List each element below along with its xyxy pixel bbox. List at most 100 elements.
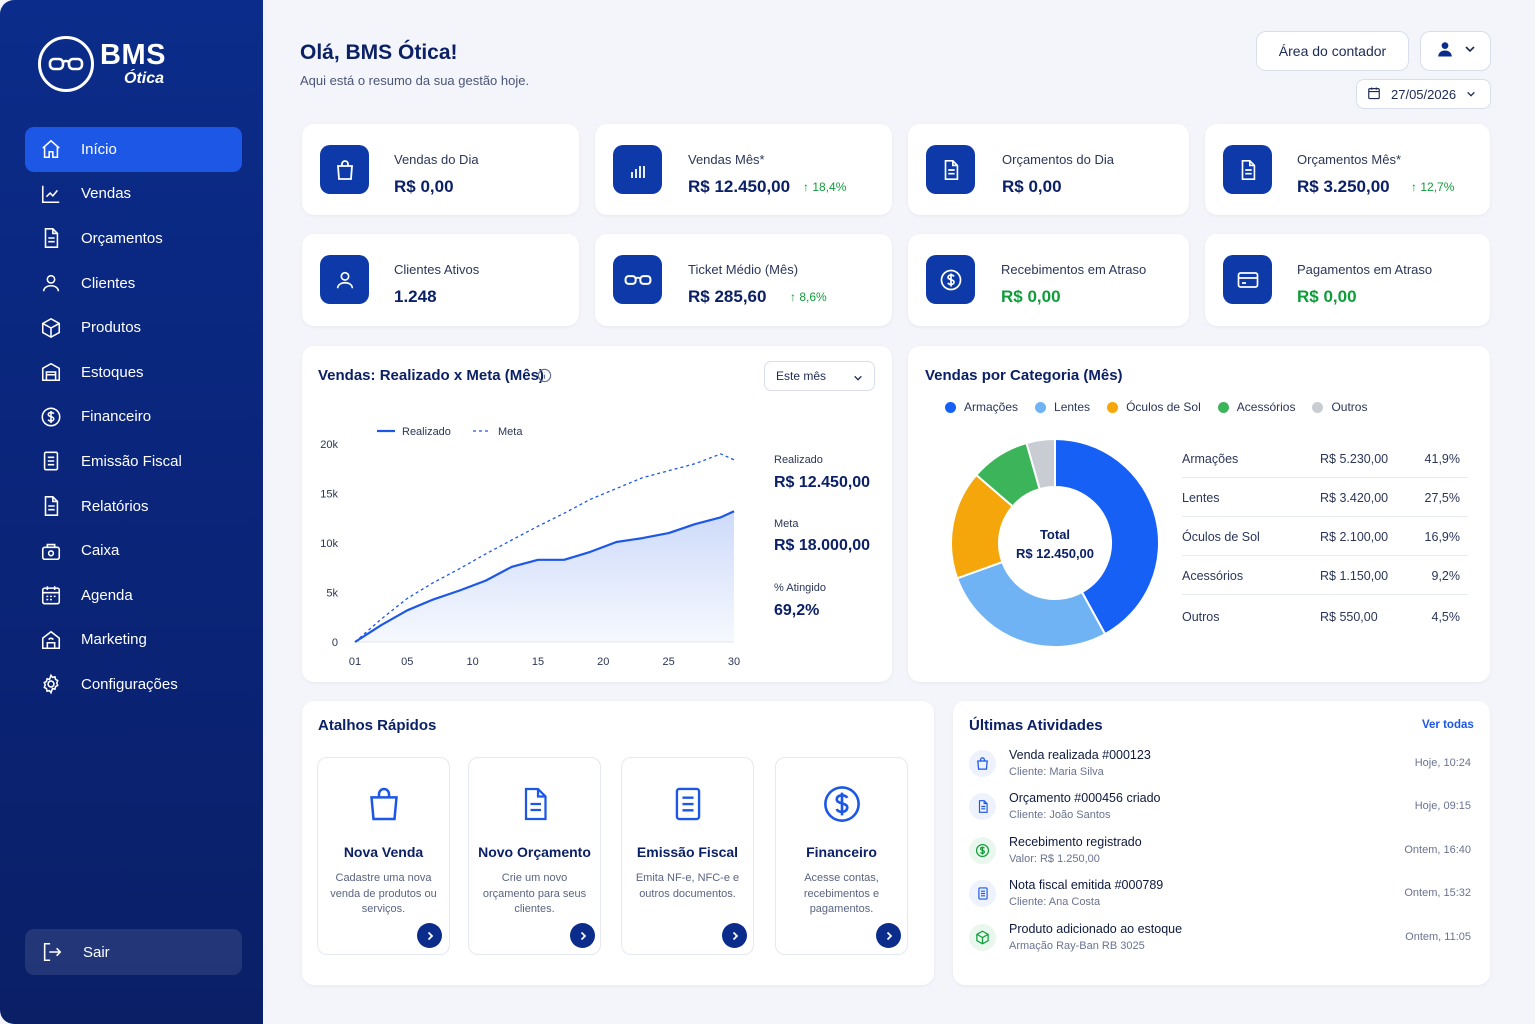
sidebar-item-marketing[interactable]: Marketing <box>25 618 242 663</box>
sidebar-item-label: Marketing <box>81 631 147 649</box>
date-picker[interactable]: 27/05/2026 <box>1356 79 1491 109</box>
summary-value-atingido: 69,2% <box>774 602 820 619</box>
activity-item[interactable]: Produto adicionado ao estoque Armação Ra… <box>969 922 1471 966</box>
activity-item[interactable]: Orçamento #000456 criado Cliente: João S… <box>969 791 1471 835</box>
legend-realizado-label: Realizado <box>402 426 451 438</box>
chevron-right-icon[interactable] <box>417 923 442 948</box>
kpi-card-vendas-mes[interactable]: Vendas Mês* R$ 12.450,00 ↑ 18,4% <box>595 124 892 215</box>
sidebar-item-produtos[interactable]: Produtos <box>25 305 242 350</box>
dollar-icon <box>39 405 63 429</box>
sidebar-nav: Início Vendas Orçamentos Clientes Produt… <box>25 127 242 707</box>
summary-value-meta: R$ 18.000,00 <box>774 537 871 554</box>
activity-time: Hoje, 09:15 <box>1414 800 1471 812</box>
dollar-icon <box>926 255 975 304</box>
chevron-right-icon[interactable] <box>570 923 595 948</box>
report-icon <box>39 494 63 518</box>
category-donut-chart <box>950 437 1160 648</box>
document-icon <box>1223 145 1272 194</box>
chevron-right-icon[interactable] <box>722 923 747 948</box>
kpi-value: R$ 0,00 <box>394 177 454 196</box>
arrow-up-icon: ↑ <box>1411 180 1421 194</box>
x-tick-label: 05 <box>401 656 413 668</box>
cashier-icon <box>39 539 63 563</box>
box-icon <box>39 316 63 340</box>
sidebar-item-estoques[interactable]: Estoques <box>25 350 242 395</box>
kpi-value: R$ 12.450,00 <box>688 177 791 196</box>
kpi-card-vendas-dia[interactable]: Vendas do Dia R$ 0,00 <box>302 124 579 215</box>
credit-card-icon <box>1223 255 1272 304</box>
brand-logo: BMS Ótica <box>38 36 166 92</box>
y-tick-label: 5k <box>326 588 338 600</box>
user-icon <box>1436 40 1454 63</box>
sidebar-item-vendas[interactable]: Vendas <box>25 172 242 217</box>
y-tick-label: 20k <box>320 439 338 451</box>
donut-slice-2 <box>955 560 1107 648</box>
sidebar-item-label: Caixa <box>81 542 120 560</box>
sidebar-item-clientes[interactable]: Clientes <box>25 261 242 306</box>
shortcut-nova-venda[interactable]: Nova Venda Cadastre uma nova venda de pr… <box>317 757 450 955</box>
sidebar-item-inicio[interactable]: Início <box>25 127 242 172</box>
sidebar-item-label: Início <box>81 140 117 158</box>
sidebar-item-label: Vendas <box>81 185 132 203</box>
kpi-card-orcamentos-mes[interactable]: Orçamentos Mês* R$ 3.250,00 ↑ 12,7% <box>1205 124 1490 215</box>
chevron-down-icon <box>1466 87 1476 102</box>
kpi-card-pagamentos-atraso[interactable]: Pagamentos em Atraso R$ 0,00 <box>1205 234 1490 326</box>
accountant-area-button[interactable]: Área do contador <box>1256 31 1409 71</box>
shortcut-novo-orcamento[interactable]: Novo Orçamento Crie um novo orçamento pa… <box>468 757 601 955</box>
category-row: Outros R$ 550,00 4,5% <box>1182 610 1460 624</box>
gear-icon <box>39 672 63 696</box>
activity-title: Recebimento registrado <box>1009 835 1142 849</box>
shortcuts-title: Atalhos Rápidos <box>318 717 437 734</box>
see-all-link[interactable]: Ver todas <box>1422 719 1474 731</box>
sidebar-item-emissao-fiscal[interactable]: Emissão Fiscal <box>25 439 242 484</box>
kpi-trend: ↑ 12,7% <box>1411 180 1455 194</box>
category-row: Lentes R$ 3.420,00 27,5% <box>1182 478 1468 517</box>
kpi-value: R$ 3.250,00 <box>1297 177 1390 196</box>
user-menu-button[interactable] <box>1420 31 1491 71</box>
kpi-trend: ↑ 8,6% <box>790 290 827 304</box>
category-row: Óculos de Sol R$ 2.100,00 16,9% <box>1182 517 1468 556</box>
warehouse-icon <box>39 360 63 384</box>
home-icon <box>39 137 63 161</box>
donut-slice-1 <box>1054 437 1160 636</box>
receipt-icon <box>39 449 63 473</box>
kpi-card-clientes-ativos[interactable]: Clientes Ativos 1.248 <box>302 234 579 326</box>
sidebar-item-label: Produtos <box>81 319 142 337</box>
kpi-label: Clientes Ativos <box>394 262 480 277</box>
arrow-up-icon: ↑ <box>803 180 813 194</box>
activity-item[interactable]: Recebimento registrado Valor: R$ 1.250,0… <box>969 835 1471 879</box>
shortcut-desc: Crie um novo orçamento para seus cliente… <box>482 872 587 915</box>
kpi-value: R$ 0,00 <box>1001 287 1061 306</box>
info-icon[interactable] <box>537 368 552 388</box>
kpi-card-ticket-medio[interactable]: Ticket Médio (Mês) R$ 285,60 ↑ 8,6% <box>595 234 892 326</box>
sidebar-item-caixa[interactable]: Caixa <box>25 528 242 573</box>
logout-button[interactable]: Sair <box>25 929 242 975</box>
page-subtitle: Aqui está o resumo da sua gestão hoje. <box>300 73 530 88</box>
y-tick-label: 0 <box>332 637 338 649</box>
chevron-down-icon <box>854 375 862 381</box>
sidebar-item-agenda[interactable]: Agenda <box>25 573 242 618</box>
sidebar-item-financeiro[interactable]: Financeiro <box>25 395 242 440</box>
document-icon <box>926 145 975 194</box>
activity-time: Ontem, 11:05 <box>1405 931 1471 943</box>
activity-time: Ontem, 15:32 <box>1404 887 1471 899</box>
sidebar-item-orcamentos[interactable]: Orçamentos <box>25 216 242 261</box>
sales-chart-title: Vendas: Realizado x Meta (Mês) <box>318 367 544 384</box>
shortcut-emissao-fiscal[interactable]: Emissão Fiscal Emita NF-e, NFC-e e outro… <box>621 757 754 955</box>
activity-time: Ontem, 16:40 <box>1404 844 1471 856</box>
shortcut-financeiro[interactable]: Financeiro Acesse contas, recebimentos e… <box>775 757 908 955</box>
activity-sub: Valor: R$ 1.250,00 <box>1009 853 1100 865</box>
sidebar-item-label: Orçamentos <box>81 229 163 247</box>
kpi-card-orcamentos-dia[interactable]: Orçamentos do Dia R$ 0,00 <box>908 124 1189 215</box>
logout-icon <box>41 941 63 963</box>
kpi-card-recebimentos-atraso[interactable]: Recebimentos em Atraso R$ 0,00 <box>908 234 1189 326</box>
sidebar-item-relatorios[interactable]: Relatórios <box>25 484 242 529</box>
kpi-label: Recebimentos em Atraso <box>1001 262 1147 277</box>
chevron-right-icon[interactable] <box>876 923 901 948</box>
activity-title: Nota fiscal emitida #000789 <box>1009 878 1164 892</box>
period-select[interactable]: Este mês <box>764 361 875 391</box>
shortcut-desc: Cadastre uma nova venda de produtos ou s… <box>330 872 437 915</box>
activity-item[interactable]: Venda realizada #000123 Cliente: Maria S… <box>969 748 1471 792</box>
sidebar-item-configuracoes[interactable]: Configurações <box>25 662 242 707</box>
activity-item[interactable]: Nota fiscal emitida #000789 Cliente: Ana… <box>969 878 1471 922</box>
